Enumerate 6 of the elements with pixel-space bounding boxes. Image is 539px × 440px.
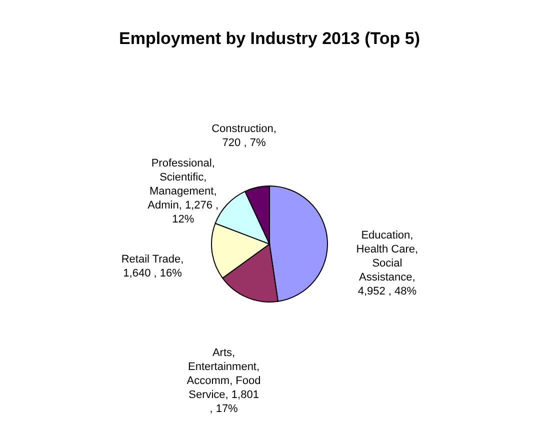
slice-label: Professional, Scientific, Management, Admin, 1,276 , 12%: [148, 158, 219, 226]
slice-label: Education, Health Care, Social Assistance, 4,952 , 48%: [356, 229, 418, 298]
slice-label: Construction, 720 , 7%: [212, 122, 276, 149]
slice-label: Arts, Entertainment, Accomm, Food Service, 1,801 , 17%: [186, 346, 261, 415]
chart-title: Employment by Industry 2013 (Top 5): [118, 29, 420, 48]
slice-label: Retail Trade, 1,640 , 16%: [121, 254, 184, 280]
